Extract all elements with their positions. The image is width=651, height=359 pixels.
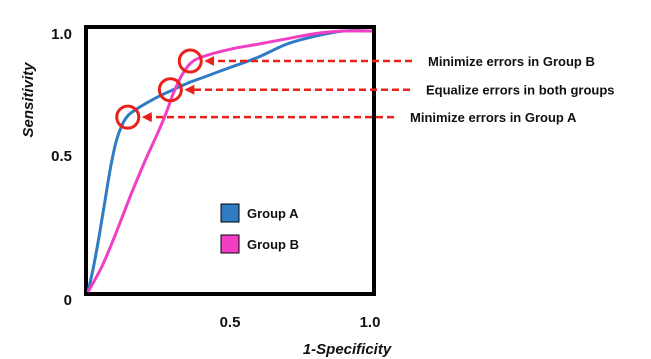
legend: Group A Group B xyxy=(220,203,299,254)
x-axis-label: 1-Specificity xyxy=(303,341,392,358)
plot-frame xyxy=(84,25,376,296)
origin-tick-label: 0 xyxy=(64,292,72,309)
operating-point-circle-1 xyxy=(177,48,203,74)
y-axis-label: Sensitivity xyxy=(20,62,37,138)
annotation-label-1: Minimize errors in Group B xyxy=(428,54,595,69)
legend-swatch-group-b xyxy=(220,234,240,254)
legend-label-group-b: Group B xyxy=(247,237,299,252)
annotation-label-3: Minimize errors in Group A xyxy=(410,110,577,125)
operating-point-circle-3 xyxy=(115,104,141,130)
x-tick-label-0.5: 0.5 xyxy=(220,314,241,331)
y-tick-label-1.0: 1.0 xyxy=(51,26,72,43)
series-line-group-b xyxy=(86,29,373,293)
series-line-group-a xyxy=(86,29,373,293)
x-tick-label-1.0: 1.0 xyxy=(360,314,381,331)
operating-point-circle-2 xyxy=(157,77,183,103)
legend-label-group-a: Group A xyxy=(247,206,299,221)
y-tick-label-0.5: 0.5 xyxy=(51,148,72,165)
legend-swatch-group-a xyxy=(220,203,240,223)
annotation-label-2: Equalize errors in both groups xyxy=(426,83,615,98)
